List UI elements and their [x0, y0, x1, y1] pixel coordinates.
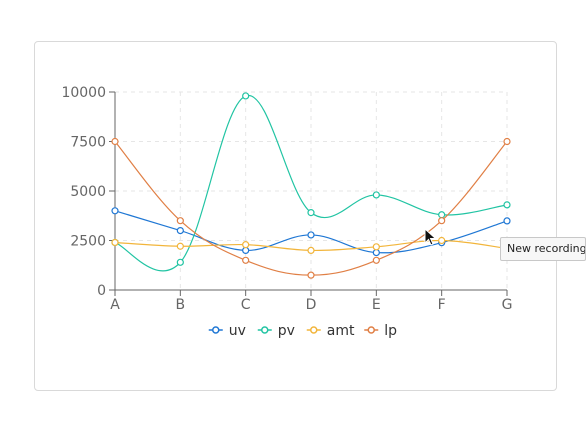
chart-axes: 0 2500 5000 7500 10000 A B C D E F G	[61, 85, 512, 313]
data-point-uv	[176, 227, 184, 235]
legend-label: pv	[278, 323, 295, 339]
data-point-pv	[372, 191, 380, 199]
legend-label: amt	[327, 323, 355, 339]
data-point-amt	[242, 241, 250, 249]
legend-item-uv[interactable]: uv	[208, 323, 246, 339]
x-tick-label: A	[110, 297, 120, 313]
data-point-amt	[307, 246, 315, 254]
data-point-uv	[503, 217, 511, 225]
legend-swatch-dot	[212, 326, 220, 334]
new-recording-tooltip: New recording	[500, 237, 586, 261]
x-tick-label: C	[241, 297, 251, 313]
chart-card	[34, 41, 557, 391]
data-point-lp	[438, 217, 446, 225]
data-point-uv	[242, 246, 250, 254]
x-tick-label: E	[372, 297, 381, 313]
legend-swatch-dot	[310, 326, 318, 334]
legend-swatch-dot	[261, 326, 269, 334]
data-point-pv	[176, 258, 184, 266]
data-point-pv	[503, 201, 511, 209]
chart-points	[111, 92, 511, 279]
data-point-lp	[242, 256, 250, 264]
data-point-amt	[438, 236, 446, 245]
data-point-uv	[111, 207, 119, 215]
data-point-lp	[372, 256, 380, 264]
data-point-amt	[176, 242, 184, 250]
data-point-uv	[307, 231, 315, 239]
data-point-lp	[307, 271, 315, 279]
x-tick-label: D	[306, 297, 317, 313]
data-point-amt	[111, 238, 119, 247]
y-tick-label: 0	[97, 283, 106, 299]
data-point-uv	[372, 248, 380, 257]
legend-item-pv[interactable]: pv	[257, 323, 295, 339]
data-point-amt	[372, 243, 380, 251]
y-tick-label: 2500	[70, 234, 106, 250]
data-point-pv	[307, 209, 315, 217]
chart-grid	[114, 91, 508, 291]
y-tick-label: 5000	[70, 184, 106, 200]
legend-swatch-dot	[367, 326, 375, 334]
y-tick-label: 10000	[61, 85, 106, 101]
y-tick-label: 7500	[70, 135, 106, 151]
data-point-pv	[242, 92, 250, 100]
data-point-pv	[438, 211, 446, 219]
data-point-lp	[176, 217, 184, 225]
x-tick-label: G	[502, 297, 513, 313]
legend-item-amt[interactable]: amt	[306, 323, 355, 339]
legend-label: lp	[384, 323, 397, 339]
x-tick-label: F	[438, 297, 446, 313]
data-point-lp	[111, 137, 119, 146]
data-point-lp	[503, 137, 511, 146]
chart-legend: uv pv amt lp	[208, 323, 397, 339]
x-tick-label: B	[176, 297, 186, 313]
mouse-pointer-icon	[424, 228, 437, 246]
legend-label: uv	[229, 323, 246, 339]
legend-item-lp[interactable]: lp	[364, 323, 397, 339]
